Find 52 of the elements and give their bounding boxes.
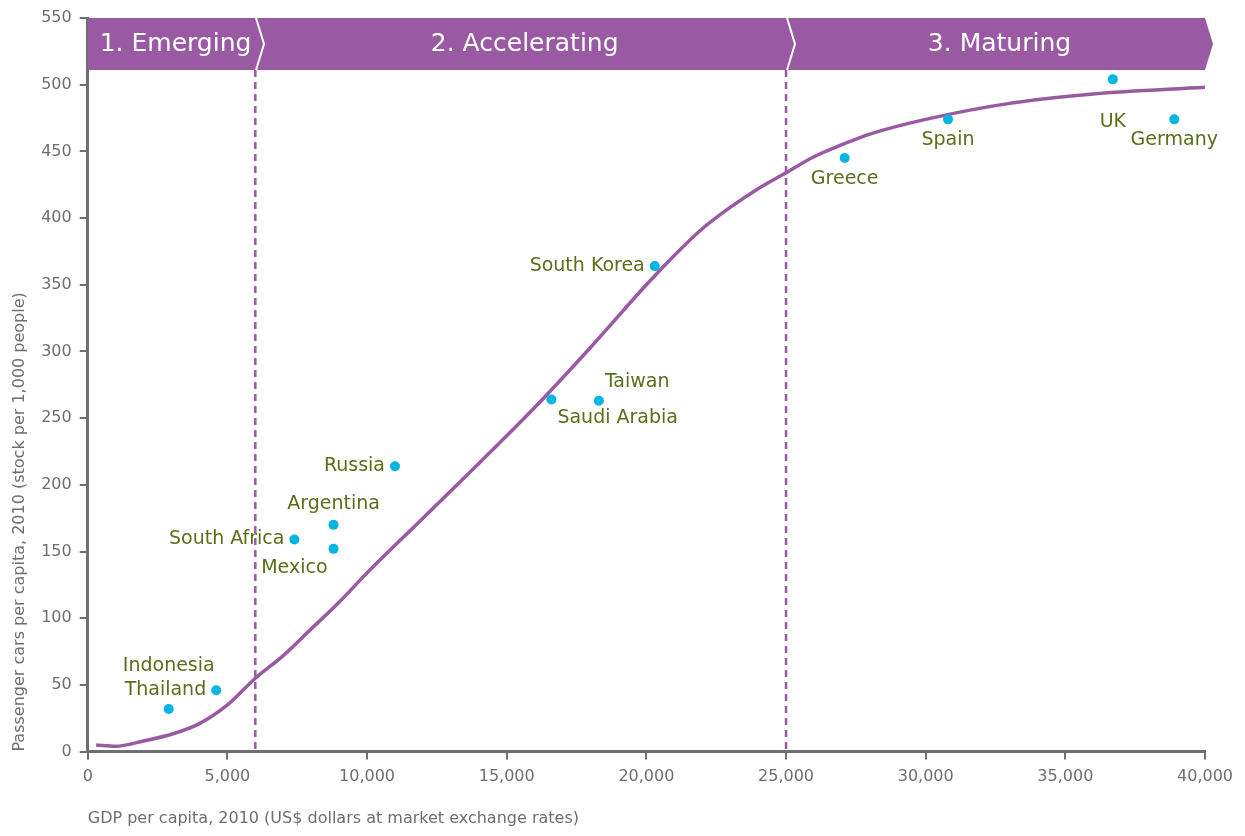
y-tick-label: 500: [41, 73, 72, 93]
point: [1169, 114, 1180, 125]
annotation: Argentina: [287, 490, 380, 513]
y-tick-label: 150: [41, 540, 72, 560]
y-tick-label: 200: [41, 473, 72, 493]
x-tick-label: 15,000: [478, 766, 535, 786]
point: [943, 114, 954, 125]
band-label: 3. Maturing: [927, 27, 1072, 57]
y-tick-label: 550: [41, 7, 72, 27]
point: [593, 395, 604, 406]
band-label: 1. Emerging: [99, 27, 252, 57]
annotation: Greece: [810, 165, 879, 188]
x-axis-title: GDP per capita, 2010 (US$ dollars at market exchange rates): [87, 807, 579, 827]
band-label: 2. Accelerating: [430, 27, 619, 57]
y-tick-label: 300: [41, 340, 72, 360]
y-tick-label: 250: [41, 407, 72, 427]
x-tick-label: 20,000: [618, 766, 675, 786]
point: [546, 394, 557, 405]
y-tick-label: 0: [61, 740, 72, 760]
point: [328, 543, 339, 554]
annotation: Indonesia: [122, 652, 215, 675]
annotation: Germany: [1130, 127, 1218, 150]
annotation: Russia: [323, 453, 385, 476]
annotation: South Africa: [168, 526, 285, 549]
x-tick-label: 35,000: [1037, 766, 1094, 786]
x-tick-label: 40,000: [1177, 766, 1233, 786]
point: [289, 534, 300, 545]
annotation: Taiwan: [603, 368, 670, 391]
x-tick-label: 5,000: [204, 766, 251, 786]
point: [328, 519, 339, 530]
point: [211, 685, 222, 696]
y-tick-label: 50: [51, 674, 72, 694]
y-tick-label: 400: [41, 207, 72, 227]
annotation: Mexico: [261, 554, 328, 577]
x-tick-label: 10,000: [339, 766, 396, 786]
annotation: UK: [1099, 109, 1127, 132]
x-tick-label: 25,000: [758, 766, 815, 786]
y-axis-title: Passenger cars per capita, 2010 (stock per 1,000 people): [8, 292, 28, 752]
y-tick-label: 350: [41, 273, 72, 293]
point: [163, 703, 174, 714]
x-tick-label: 30,000: [897, 766, 954, 786]
annotation: Thailand: [123, 677, 207, 700]
y-tick-label: 100: [41, 607, 72, 627]
point: [649, 261, 660, 272]
point: [389, 461, 400, 472]
annotation: Spain: [921, 127, 975, 150]
annotation: South Korea: [529, 253, 645, 276]
point: [839, 153, 850, 164]
annotation: Saudi Arabia: [557, 405, 678, 428]
y-tick-label: 450: [41, 140, 72, 160]
point: [1107, 74, 1118, 85]
x-tick-label: 0: [82, 766, 93, 786]
